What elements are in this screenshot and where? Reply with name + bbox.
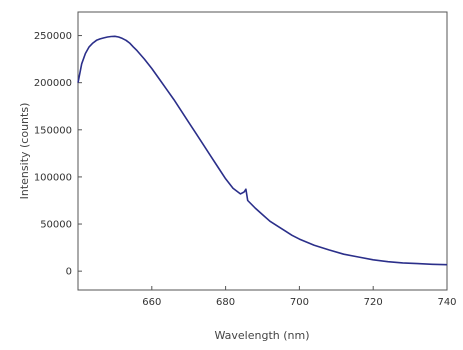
series-line	[77, 35, 448, 266]
y-tick-label: 100000	[34, 172, 72, 183]
x-tick-label: 660	[142, 297, 161, 308]
y-tick-label: 50000	[40, 220, 72, 231]
y-axis: 0 50000 100000 150000 200000 250000	[34, 31, 82, 278]
x-tick-label: 740	[437, 297, 456, 308]
x-tick-label: 700	[290, 297, 309, 308]
plot-frame	[77, 11, 448, 291]
x-axis-label: Wavelength (nm)	[214, 329, 309, 342]
x-tick-label: 680	[216, 297, 235, 308]
y-tick-label: 250000	[34, 31, 72, 42]
y-tick-label: 0	[66, 267, 72, 278]
y-tick-label: 150000	[34, 125, 72, 136]
y-tick-label: 200000	[34, 78, 72, 89]
x-tick-label: 720	[364, 297, 383, 308]
x-axis: 660 680 700 720 740	[142, 286, 457, 308]
y-axis-label: Intensity (counts)	[18, 103, 31, 200]
